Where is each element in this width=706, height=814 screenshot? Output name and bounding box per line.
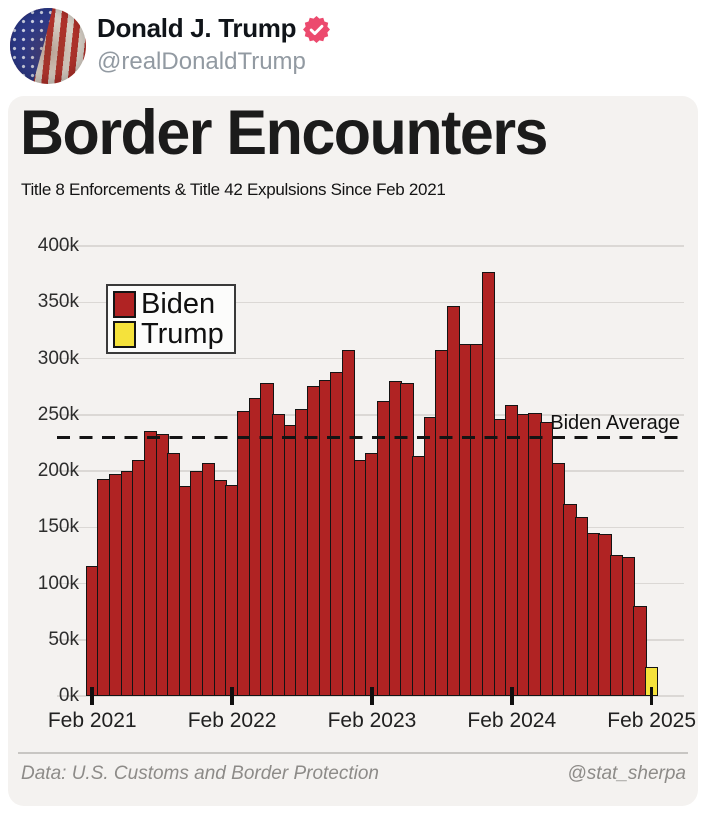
footer-credit: @stat_sherpa <box>567 763 686 784</box>
y-axis-label: 0k <box>58 685 79 706</box>
x-axis-tick <box>510 687 514 705</box>
gridline <box>57 301 684 303</box>
biden-average-label: Biden Average <box>550 412 680 434</box>
legend-row-trump: Trump <box>113 319 224 349</box>
legend-label-trump: Trump <box>141 318 224 350</box>
gridline <box>57 245 684 247</box>
footer-divider <box>18 752 688 754</box>
y-axis-label: 400k <box>37 235 79 256</box>
chart-canvas: 0k 50k 100k 150k 200k 250k 300k 350k 400k Feb 202… <box>8 96 698 806</box>
chart-legend: Biden Trump <box>106 284 236 354</box>
y-axis-label: 250k <box>37 403 79 425</box>
biden-average-line <box>57 435 684 439</box>
x-axis-label: Feb 2024 <box>467 709 557 732</box>
display-name[interactable]: Donald J. Trump <box>97 13 297 43</box>
x-axis-label: Feb 2023 <box>327 709 417 732</box>
x-axis-tick <box>649 687 654 705</box>
footer-source: Data: U.S. Customs and Border Protection <box>21 763 379 784</box>
y-axis-label: 150k <box>37 516 79 538</box>
chart-card: Border Encounters Title 8 Enforcements &… <box>8 96 698 806</box>
y-axis-label: 300k <box>37 347 79 369</box>
y-axis-label: 50k <box>48 628 79 650</box>
profile-avatar[interactable] <box>10 8 86 84</box>
legend-swatch-trump <box>113 320 136 348</box>
x-axis-label: Feb 2025 <box>607 709 697 732</box>
x-axis-tick <box>90 687 94 705</box>
chart-title: Border Encounters <box>20 96 549 168</box>
badge-seal <box>303 16 331 43</box>
avatar-face-shading <box>10 8 86 84</box>
y-axis-label: 100k <box>37 572 79 594</box>
chart-bar <box>633 606 647 696</box>
chart-subtitle: Title 8 Enforcements & Title 42 Expulsio… <box>21 180 446 199</box>
verified-badge-icon <box>303 16 331 43</box>
x-axis-tick <box>370 687 374 705</box>
y-axis-label: 200k <box>37 460 79 481</box>
gridline <box>57 414 684 416</box>
x-axis-label: Feb 2022 <box>187 709 277 732</box>
user-handle[interactable]: @realDonaldTrump <box>97 48 306 75</box>
legend-label-biden: Biden <box>141 288 216 320</box>
legend-swatch-biden <box>113 290 136 318</box>
y-axis-label: 350k <box>37 291 79 313</box>
x-axis-tick <box>230 687 234 705</box>
x-axis-label: Feb 2021 <box>47 709 137 732</box>
legend-row-biden: Biden <box>113 289 224 319</box>
gridline <box>57 357 684 360</box>
